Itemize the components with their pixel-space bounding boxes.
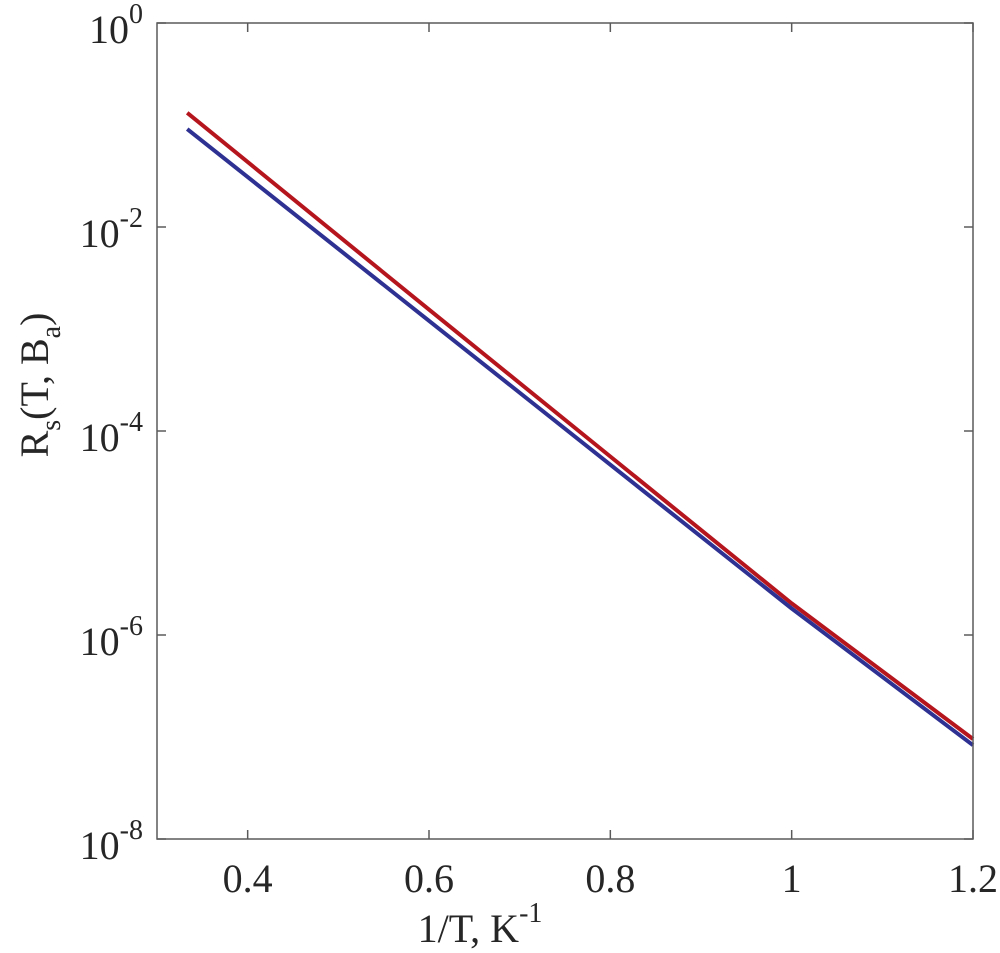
y-axis-label: Rs(T, Ba) — [12, 313, 67, 458]
x-axis-label: 1/T, K-1 — [418, 898, 543, 951]
x-axis-label-sup: -1 — [519, 898, 542, 929]
series-line-blue — [185, 127, 975, 747]
x-tick-label: 0.6 — [404, 856, 454, 901]
y-axis-label-sub-s: s — [36, 420, 67, 431]
x-tick-label: 0.8 — [585, 856, 635, 901]
plot-lines — [185, 111, 975, 747]
x-tick-label: 1 — [782, 856, 802, 901]
x-axis-label-base: 1/T, K — [418, 906, 520, 951]
y-axis-label-close: ) — [12, 313, 57, 326]
y-tick-label: 10-4 — [80, 407, 143, 460]
series-line-red — [185, 111, 975, 741]
y-tick-label: 10-8 — [80, 815, 143, 868]
y-axis-label-mid: (T, B — [12, 338, 57, 419]
y-tick-label: 10-2 — [80, 203, 143, 256]
y-axis-ticks: 100 10-2 10-4 10-6 10-8 — [80, 0, 973, 868]
x-tick-label: 0.4 — [223, 856, 273, 901]
y-axis-label-R: R — [12, 430, 57, 457]
y-tick-label: 10-6 — [80, 611, 143, 664]
y-axis-label-sub-a: a — [36, 325, 67, 338]
x-axis-ticks: 0.4 0.6 0.8 1 1.2 — [223, 23, 998, 901]
y-tick-label: 100 — [89, 0, 143, 52]
x-tick-label: 1.2 — [948, 856, 998, 901]
